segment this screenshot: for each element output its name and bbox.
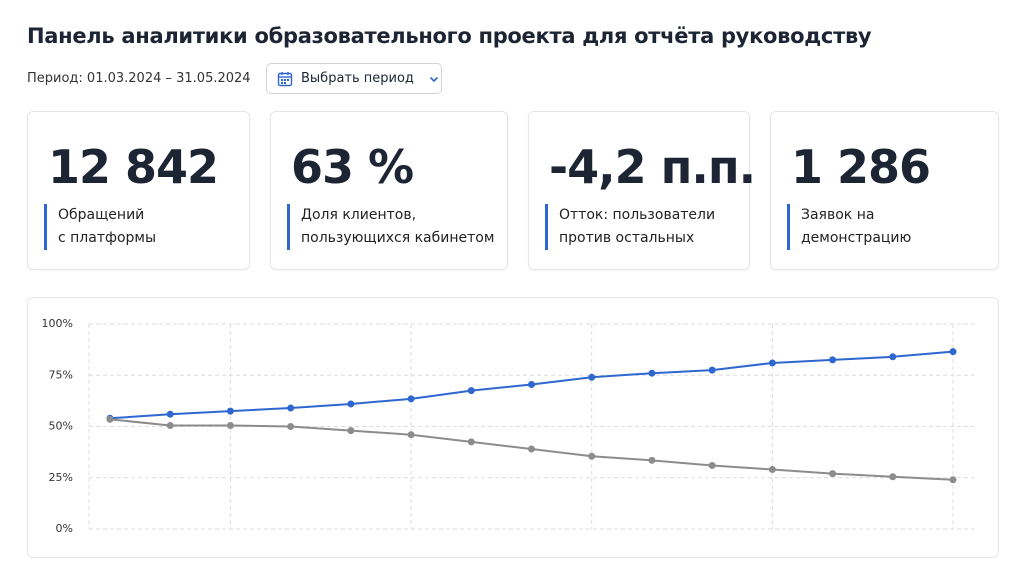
chart-card: 0% 25% 50% 75% 100%: [27, 297, 999, 558]
data-point: [829, 356, 837, 364]
data-point: [949, 348, 957, 356]
data-point: [949, 476, 957, 484]
data-point: [226, 421, 234, 429]
kpi-label: Обращений с платформы: [44, 204, 156, 250]
kpi-card: -4,2 п.п. Отток: пользователи против остал…: [528, 111, 756, 270]
data-point: [889, 353, 897, 361]
calendar-icon: [277, 71, 293, 86]
y-tick-label: 75%: [49, 368, 73, 381]
data-point: [648, 456, 656, 464]
kpi-label-line: Обращений: [58, 207, 145, 223]
period-label: Период: 01.03.2024 – 31.05.2024: [27, 71, 251, 86]
data-point: [648, 369, 656, 377]
data-point: [708, 461, 716, 469]
data-point: [166, 410, 174, 418]
data-point: [287, 404, 295, 412]
page-title: Панель аналитики образовательного проект…: [27, 24, 872, 48]
kpi-label: Отток: пользователи против остальных: [545, 204, 715, 250]
data-point: [347, 400, 355, 408]
kpi-label-line: Доля клиентов,: [301, 207, 417, 223]
kpi-label-line: Заявок на: [801, 207, 875, 223]
kpi-card: 63 % Доля клиентов, пользующихся кабинетом: [270, 111, 508, 270]
data-point: [166, 421, 174, 429]
chart: 0% 25% 50% 75% 100%: [42, 317, 974, 535]
kpi-label-line: Отток: пользователи: [559, 207, 716, 223]
data-point: [768, 466, 776, 474]
data-point: [588, 452, 596, 460]
kpi-label-line: с платформы: [58, 230, 157, 246]
period-button-label: Выбрать период: [301, 71, 414, 86]
data-point: [528, 445, 535, 453]
data-point: [226, 407, 234, 415]
kpi-label: Заявок на демонстрацию: [787, 204, 911, 250]
data-point: [528, 380, 535, 388]
y-tick-label: 50%: [49, 420, 73, 433]
chevron-icon: [429, 76, 439, 82]
kpi-value: -4,2 п.п.: [549, 140, 756, 194]
kpi-value: 63 %: [291, 140, 414, 194]
period-button[interactable]: Выбрать период: [266, 63, 442, 94]
data-point: [287, 423, 295, 430]
data-point: [889, 473, 897, 481]
kpi-value: 12 842: [48, 140, 219, 194]
kpi-value: 1 286: [791, 140, 931, 194]
y-tick-label: 25%: [49, 471, 73, 484]
kpi-label-line: против остальных: [559, 230, 695, 246]
kpi-card: 12 842 Обращений с платформы: [27, 111, 250, 270]
kpi-card: 1 286 Заявок на демонстрацию: [770, 111, 999, 270]
data-point: [347, 427, 355, 435]
data-point: [588, 373, 596, 381]
data-point: [407, 395, 415, 403]
data-point: [829, 470, 837, 478]
kpi-label-line: пользующихся кабинетом: [301, 230, 495, 246]
y-tick-label: 100%: [42, 317, 73, 330]
kpi-label-line: демонстрацию: [801, 230, 912, 246]
data-point: [467, 387, 475, 395]
data-point: [768, 359, 776, 367]
data-point: [407, 431, 415, 439]
kpi-label: Доля клиентов, пользующихся кабинетом: [287, 204, 494, 250]
data-point: [106, 415, 114, 423]
data-point: [708, 366, 716, 374]
y-tick-label: 0%: [56, 522, 73, 535]
data-point: [467, 438, 475, 446]
